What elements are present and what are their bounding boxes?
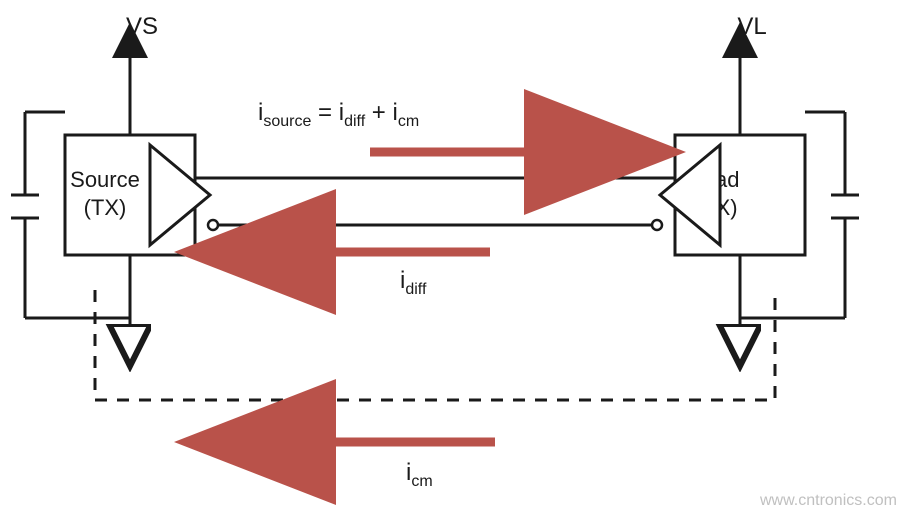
icm-sub: cm: [411, 473, 432, 490]
eq-plus: +: [365, 99, 392, 126]
watermark: www.cntronics.com: [759, 492, 897, 509]
eq-sub-source: source: [263, 113, 311, 130]
idiff-label: idiff: [400, 267, 427, 298]
source-block: Source (TX): [65, 135, 210, 255]
load-block: Load (RX): [660, 135, 805, 255]
vs-label: VS: [126, 13, 158, 40]
eq-equals: =: [311, 99, 338, 126]
node-left: [208, 220, 218, 230]
isource-equation: isource = idiff + icm: [258, 99, 419, 130]
source-label-line1: Source: [70, 167, 140, 192]
idiff-sub: diff: [405, 281, 427, 298]
vl-label: VL: [737, 13, 766, 40]
node-right: [652, 220, 662, 230]
source-label-line2: (TX): [84, 195, 127, 220]
common-mode-return-path: [95, 290, 775, 400]
icm-label: icm: [406, 459, 433, 490]
circuit-diagram: Source (TX) Load (RX) VS VL isource = id…: [0, 0, 901, 515]
eq-sub-diff: diff: [344, 113, 366, 130]
eq-sub-cm: cm: [398, 113, 419, 130]
